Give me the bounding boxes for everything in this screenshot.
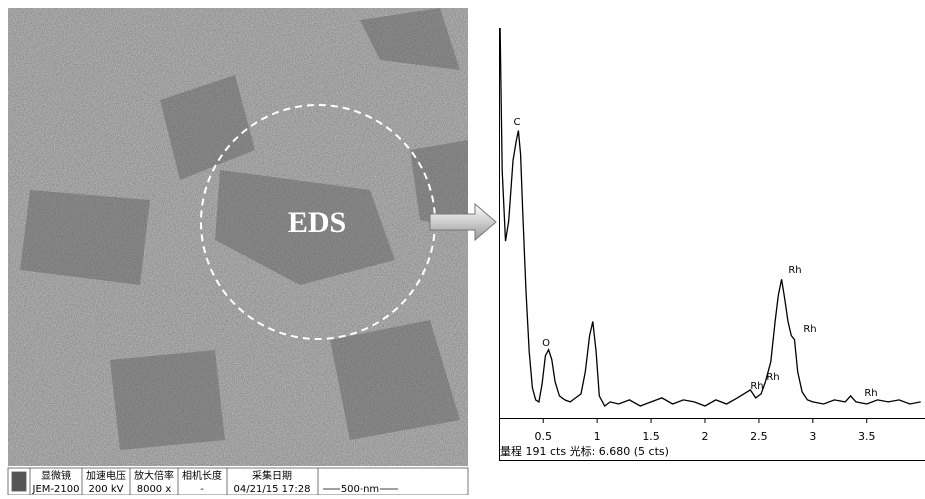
- x-tick-label: 2: [701, 430, 708, 443]
- info-value: -: [200, 484, 204, 495]
- peak-label: Rh: [803, 324, 816, 335]
- peak-label: Rh: [766, 372, 779, 383]
- eds-label: EDS: [288, 206, 346, 239]
- spectrum-footer: 量程 191 cts 光标: 6.680 (5 cts): [500, 444, 669, 458]
- info-value: 04/21/15 17:28: [234, 484, 311, 495]
- info-value: 200 kV: [89, 484, 124, 495]
- info-header: 放大倍率: [134, 469, 174, 482]
- peak-label: Rh: [864, 388, 877, 399]
- info-bar: [7, 467, 469, 496]
- info-value: 8000 x: [137, 484, 172, 495]
- info-header: 相机长度: [182, 469, 222, 482]
- tem-image: EDS: [8, 8, 468, 466]
- x-tick-label: 2.5: [750, 430, 768, 443]
- nanosheets: [20, 8, 468, 450]
- info-header: 显微镜: [41, 469, 71, 482]
- peak-label: C: [514, 117, 521, 128]
- scale-bar-label: 500 nm: [341, 484, 379, 495]
- peak-label: O: [542, 338, 550, 349]
- spectrum-line: [499, 28, 921, 407]
- tem-noise: [8, 8, 468, 466]
- arrow: [429, 202, 497, 242]
- info-text: 显微镜 JEM-2100 加速电压 200 kV 放大倍率 8000 x 相机长度 - 采集日期…: [32, 469, 381, 497]
- peak-label: Rh: [788, 265, 801, 276]
- x-tick-label: 3.5: [858, 430, 876, 443]
- x-tick-label: 0.5: [534, 430, 552, 443]
- info-header: 采集日期: [252, 469, 292, 482]
- x-tick-label: 1: [594, 430, 601, 443]
- peak-label: Rh: [750, 381, 763, 392]
- x-tick-label: 1.5: [642, 430, 660, 443]
- info-value: JEM-2100: [32, 484, 80, 495]
- spectrum-frame: [499, 28, 925, 461]
- info-header: 加速电压: [86, 469, 126, 482]
- x-tick-label: 3: [809, 430, 816, 443]
